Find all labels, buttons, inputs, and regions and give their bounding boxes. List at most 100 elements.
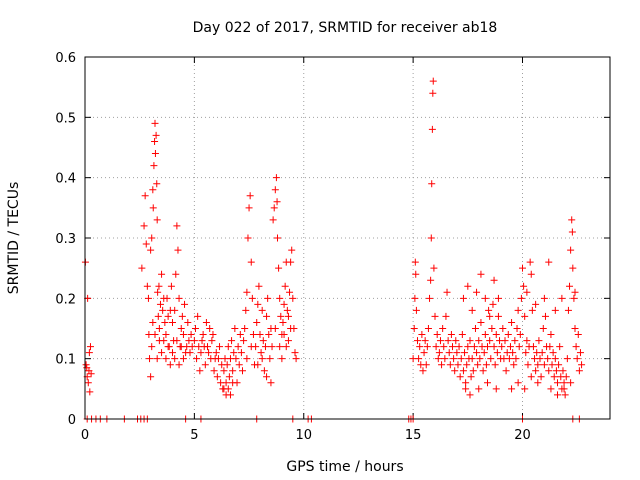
data-point — [258, 306, 266, 314]
data-point — [263, 312, 271, 320]
data-point — [526, 258, 534, 266]
data-point — [84, 379, 92, 387]
data-point — [412, 270, 420, 278]
data-point — [220, 367, 228, 375]
data-point — [291, 349, 299, 357]
data-point — [561, 391, 569, 399]
data-point — [459, 294, 467, 302]
data-point — [248, 294, 256, 302]
data-point — [416, 343, 424, 351]
data-point — [213, 373, 221, 381]
data-point — [506, 343, 514, 351]
data-point — [280, 300, 288, 308]
data-point — [560, 385, 568, 393]
data-point — [224, 343, 232, 351]
data-point — [199, 331, 207, 339]
y-tick-label: 0.2 — [55, 292, 76, 307]
data-point — [546, 343, 554, 351]
data-point — [427, 234, 435, 242]
data-point — [247, 343, 255, 351]
data-point — [255, 282, 263, 290]
data-point — [230, 349, 238, 357]
data-point — [443, 288, 451, 296]
data-point — [474, 361, 482, 369]
data-point — [477, 270, 485, 278]
data-point — [410, 325, 418, 332]
data-point — [432, 343, 440, 351]
data-point — [469, 367, 477, 375]
data-point — [82, 361, 90, 369]
data-point — [560, 379, 568, 387]
data-point — [162, 355, 170, 363]
data-point — [566, 282, 574, 290]
data-point — [572, 343, 580, 351]
data-point — [481, 331, 489, 339]
data-point — [178, 312, 186, 320]
data-point — [277, 312, 285, 320]
data-point — [190, 337, 198, 345]
data-point — [265, 331, 273, 339]
data-point — [158, 349, 166, 357]
data-point — [537, 373, 545, 381]
data-point — [264, 294, 272, 302]
chart-title: Day 022 of 2017, SRMTID for receiver ab1… — [193, 20, 498, 36]
data-point — [193, 355, 201, 363]
data-point — [441, 355, 449, 363]
data-point — [260, 367, 268, 375]
data-point — [509, 349, 517, 357]
data-point — [211, 355, 219, 363]
data-point — [208, 337, 216, 345]
data-point — [179, 355, 187, 363]
data-point — [196, 367, 204, 375]
data-point — [473, 349, 481, 357]
data-point — [575, 367, 583, 375]
data-point — [181, 300, 189, 308]
data-point — [279, 318, 287, 326]
data-point — [547, 385, 555, 393]
data-point — [552, 367, 560, 375]
data-point — [231, 325, 239, 332]
data-point — [282, 343, 290, 351]
data-point — [433, 331, 441, 339]
data-point — [505, 355, 513, 363]
data-point — [249, 331, 257, 339]
data-point — [568, 216, 576, 224]
data-point — [446, 361, 454, 369]
data-point — [420, 349, 428, 357]
data-point — [476, 355, 484, 363]
data-point — [458, 331, 466, 339]
data-point — [169, 318, 176, 326]
data-point — [510, 361, 518, 369]
data-point — [515, 343, 523, 351]
data-point — [428, 125, 436, 133]
data-point — [173, 222, 181, 230]
data-point — [247, 258, 255, 266]
data-point — [494, 312, 502, 320]
data-point — [564, 306, 572, 314]
data-point — [147, 246, 155, 254]
data-point — [492, 331, 500, 339]
data-point — [411, 258, 419, 266]
data-point — [524, 361, 532, 369]
data-point — [501, 337, 509, 345]
data-point — [499, 325, 507, 332]
data-point — [508, 385, 516, 393]
x-tick-label: 5 — [190, 428, 198, 443]
y-tick-label: 0.4 — [55, 172, 76, 187]
data-point — [287, 258, 295, 266]
axis-ticks: 0 0.1 0.2 0.3 0.4 0.5 0.6 0 5 10 15 20 — [55, 51, 610, 443]
data-point — [521, 385, 529, 393]
data-point — [148, 343, 156, 351]
data-point — [527, 270, 535, 278]
data-point — [171, 306, 179, 314]
data-point — [440, 343, 448, 351]
data-point — [489, 300, 497, 308]
data-point — [488, 325, 496, 332]
data-point — [268, 343, 276, 351]
data-point — [86, 388, 94, 396]
data-point — [281, 282, 289, 290]
data-point — [455, 343, 463, 351]
data-point — [411, 294, 419, 302]
data-point — [141, 192, 149, 200]
